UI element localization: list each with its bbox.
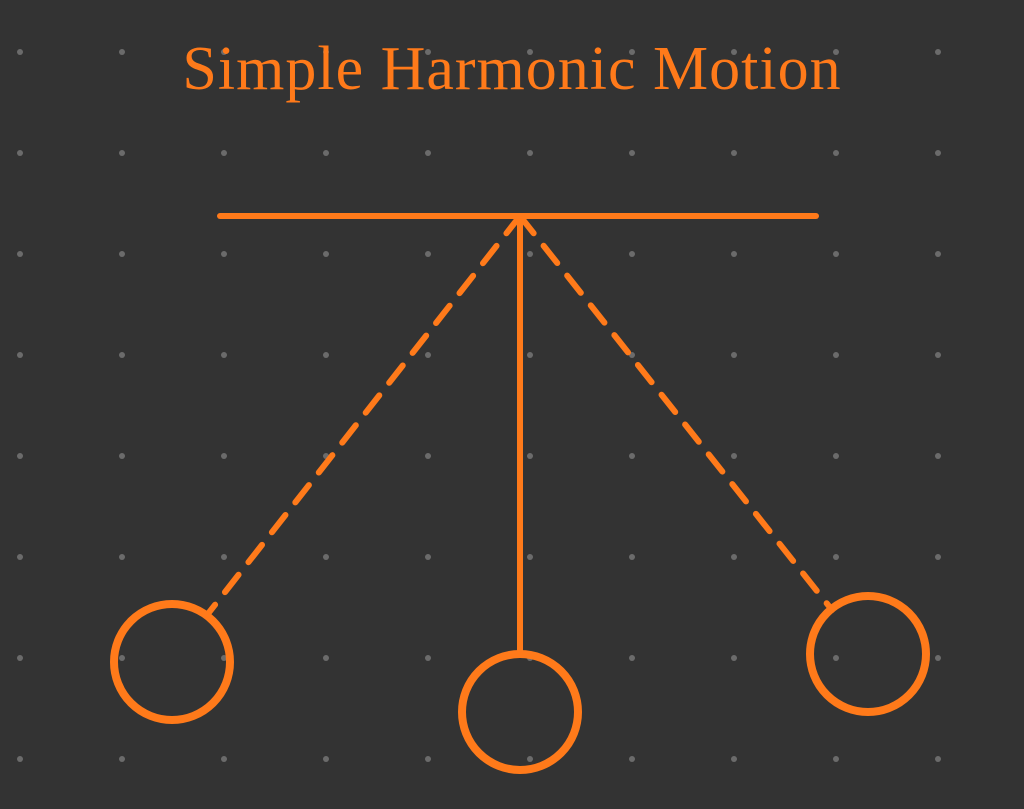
pendulum-string-right bbox=[520, 216, 832, 610]
pendulum-svg bbox=[0, 0, 1024, 809]
pendulum-bob-center bbox=[462, 654, 578, 770]
dot-grid bbox=[17, 49, 941, 762]
pendulum-bob-left bbox=[114, 604, 230, 720]
diagram-title: Simple Harmonic Motion bbox=[182, 34, 841, 105]
diagram-canvas: Simple Harmonic Motion bbox=[0, 0, 1024, 809]
pendulum-string-left bbox=[207, 216, 520, 615]
pendulum-bob-right bbox=[810, 596, 926, 712]
